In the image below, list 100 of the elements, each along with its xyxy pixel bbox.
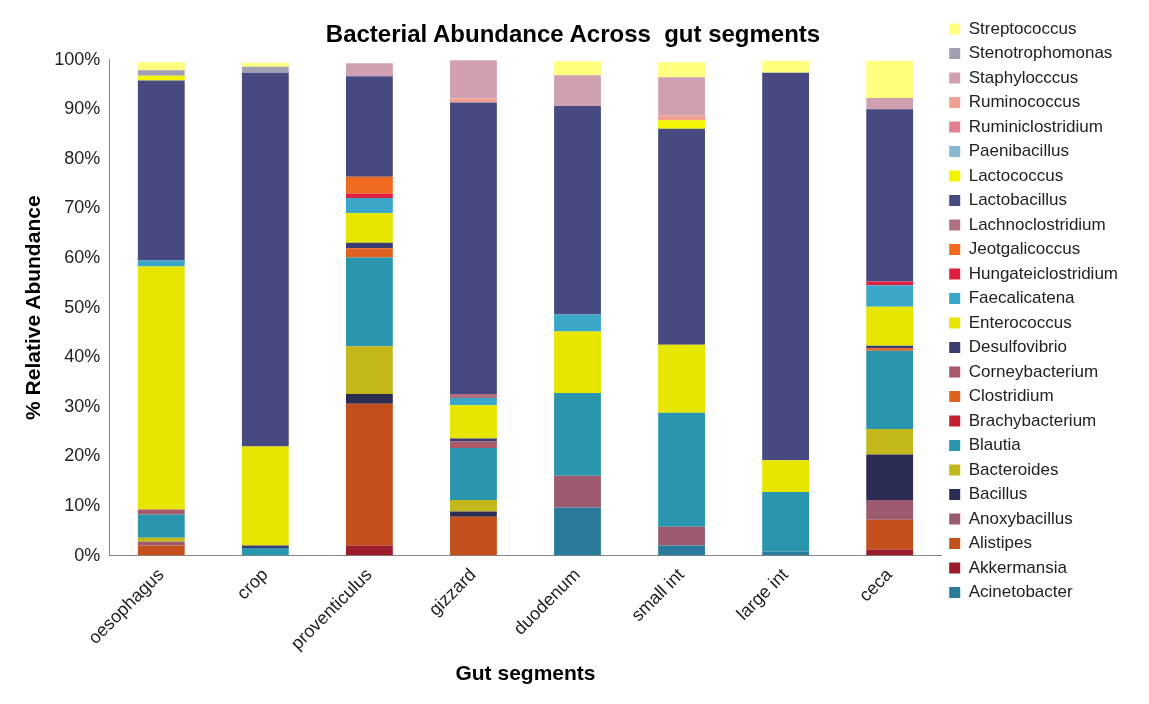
bar bbox=[137, 62, 185, 71]
bar bbox=[137, 80, 185, 261]
x-tick-label: crop bbox=[232, 564, 272, 604]
bar bbox=[554, 331, 601, 393]
legend-label: Faecalicatena bbox=[968, 288, 1076, 308]
bar bbox=[762, 492, 810, 552]
bar bbox=[450, 397, 497, 406]
y-tick-label: 10% bbox=[64, 494, 101, 515]
bar bbox=[866, 60, 914, 98]
bar bbox=[658, 115, 705, 121]
bar bbox=[137, 537, 185, 542]
legend-label: Enterococcus bbox=[968, 312, 1072, 332]
legend-label: Bacteroides bbox=[968, 459, 1059, 479]
bar bbox=[554, 475, 601, 508]
chart-title: Bacterial Abundance Across gut segments bbox=[325, 20, 821, 48]
bar bbox=[345, 257, 393, 347]
bar bbox=[658, 412, 705, 527]
legend-label: Lactococcus bbox=[968, 165, 1064, 185]
y-tick-label: 50% bbox=[64, 296, 101, 317]
bar bbox=[450, 393, 497, 398]
bar bbox=[866, 429, 914, 455]
legend-label: Streptococcus bbox=[968, 18, 1077, 38]
bar bbox=[137, 509, 185, 515]
legend-label: Desulfovibrio bbox=[968, 337, 1067, 357]
bar bbox=[345, 242, 393, 249]
bar bbox=[762, 460, 810, 493]
legend-label: Corneybacterium bbox=[968, 361, 1099, 381]
bar bbox=[137, 514, 185, 538]
bar bbox=[345, 403, 393, 546]
bar bbox=[345, 76, 393, 177]
bar bbox=[345, 198, 393, 213]
bar bbox=[866, 350, 914, 430]
bar bbox=[137, 266, 185, 510]
y-tick-label: 80% bbox=[64, 147, 101, 168]
y-tick-label: 90% bbox=[64, 98, 101, 119]
bar bbox=[241, 446, 289, 546]
bar bbox=[554, 75, 601, 106]
bar bbox=[658, 62, 705, 78]
bar bbox=[450, 102, 497, 394]
legend-label: Alistipes bbox=[968, 533, 1033, 553]
y-tick-label: 0% bbox=[74, 544, 101, 565]
bar bbox=[554, 392, 601, 476]
legend-label: Ruminiclostridium bbox=[968, 116, 1103, 136]
bar bbox=[866, 454, 914, 501]
bar bbox=[450, 98, 497, 103]
bar bbox=[241, 62, 289, 67]
bar bbox=[866, 306, 914, 346]
bar bbox=[658, 344, 705, 413]
bar bbox=[658, 128, 705, 345]
bar bbox=[866, 97, 914, 110]
bar bbox=[450, 405, 497, 439]
bar bbox=[137, 75, 185, 81]
y-tick-label: 100% bbox=[54, 48, 101, 69]
legend-label: Anoxybacillus bbox=[968, 508, 1073, 528]
bar bbox=[866, 519, 914, 550]
bar bbox=[450, 516, 497, 556]
legend-label: Lachnoclostridium bbox=[968, 214, 1106, 234]
bar bbox=[450, 511, 497, 517]
bar bbox=[450, 500, 497, 512]
bar bbox=[137, 541, 185, 546]
bar bbox=[345, 346, 393, 394]
legend-label: Hungateiclostridium bbox=[968, 263, 1119, 283]
legend-label: Clostridium bbox=[968, 386, 1054, 406]
legend-label: Stenotrophomonas bbox=[968, 43, 1113, 63]
bar bbox=[866, 281, 914, 286]
bar bbox=[450, 441, 497, 448]
bar bbox=[762, 60, 810, 73]
legend-label: Brachybacterium bbox=[968, 410, 1097, 430]
bar bbox=[450, 60, 497, 99]
y-tick-label: 30% bbox=[64, 395, 101, 416]
bar bbox=[241, 548, 289, 556]
y-axis-title: % Relative Abundance bbox=[21, 195, 45, 420]
bar bbox=[345, 176, 393, 194]
bar bbox=[137, 260, 185, 267]
bar bbox=[554, 314, 601, 332]
bar bbox=[866, 109, 914, 282]
bar bbox=[554, 507, 601, 556]
bar bbox=[658, 526, 705, 546]
x-axis-title: Gut segments bbox=[455, 661, 596, 685]
legend-label: Blautia bbox=[968, 435, 1022, 455]
legend-label: Jeotgalicoccus bbox=[968, 239, 1081, 259]
bar bbox=[658, 120, 705, 129]
bar bbox=[554, 105, 601, 315]
legend-label: Bacillus bbox=[968, 484, 1028, 504]
bar bbox=[137, 545, 185, 556]
bar bbox=[554, 61, 601, 76]
legend-label: Acinetobacter bbox=[968, 582, 1073, 602]
bar bbox=[137, 70, 185, 76]
bar bbox=[762, 72, 810, 461]
x-tick-label: ceca bbox=[854, 563, 897, 606]
legend-label: Ruminococcus bbox=[968, 92, 1081, 112]
bar bbox=[450, 447, 497, 501]
legend-label: Lactobacillus bbox=[968, 190, 1067, 210]
y-tick-label: 70% bbox=[64, 197, 101, 218]
bar bbox=[345, 393, 393, 404]
bar bbox=[866, 285, 914, 307]
bar bbox=[658, 545, 705, 556]
y-tick-label: 20% bbox=[64, 445, 101, 466]
y-tick-label: 60% bbox=[64, 247, 101, 268]
bar bbox=[241, 72, 289, 447]
